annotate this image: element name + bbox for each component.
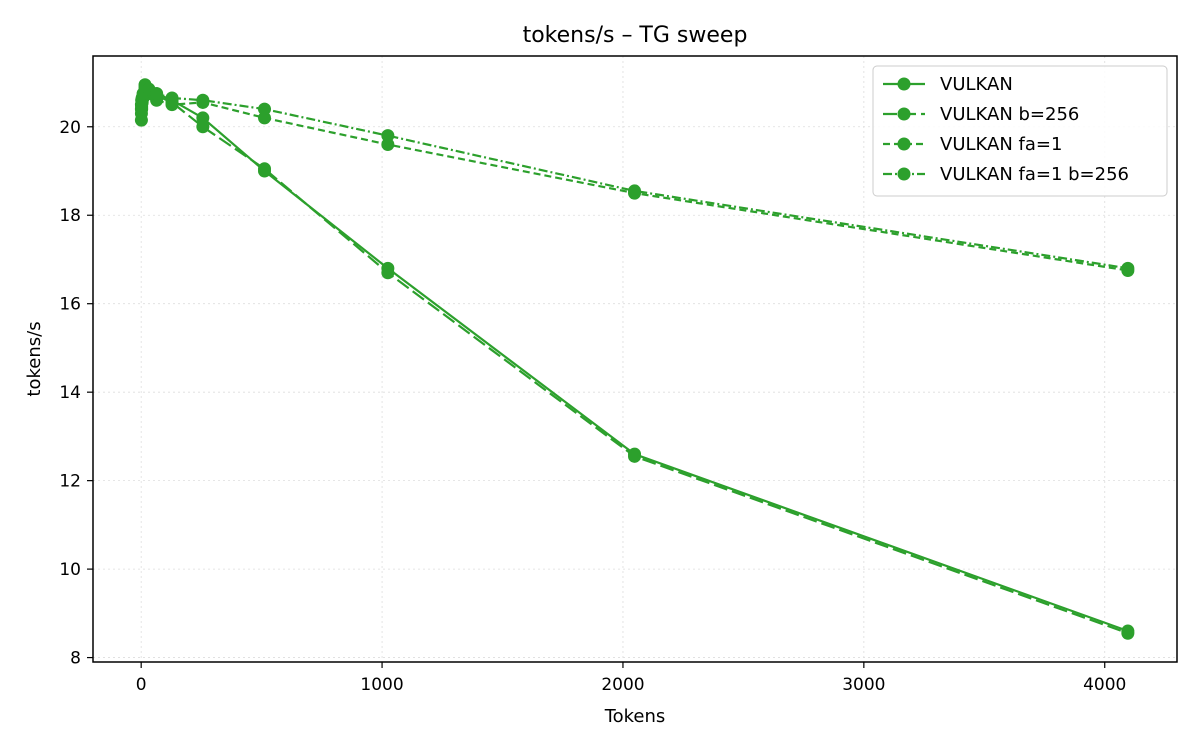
y-tick-label: 10: [59, 560, 81, 580]
series-4: [134, 78, 1135, 275]
legend-label: VULKAN: [940, 74, 1013, 95]
y-tick-label: 8: [70, 649, 81, 669]
data-point: [196, 93, 210, 107]
legend-marker: [897, 137, 911, 151]
y-tick-label: 20: [59, 118, 81, 138]
y-tick-label: 18: [59, 206, 81, 226]
data-point: [628, 449, 642, 463]
data-point: [258, 162, 272, 176]
x-tick-label: 4000: [1083, 675, 1126, 695]
x-tick-label: 3000: [842, 675, 885, 695]
data-point: [1121, 261, 1135, 275]
data-point: [196, 120, 210, 134]
data-point: [381, 266, 395, 280]
series-layer: [134, 78, 1135, 640]
x-tick-label: 0: [136, 675, 147, 695]
y-axis-label: tokens/s: [24, 321, 45, 396]
legend-item: VULKAN b=256: [883, 104, 1079, 125]
legend-label: VULKAN b=256: [940, 104, 1079, 125]
y-axis: 8 10 12 14 16 18 20: [59, 118, 93, 669]
x-tick-label: 1000: [360, 675, 403, 695]
y-tick-label: 16: [59, 295, 81, 315]
legend-marker: [897, 107, 911, 121]
x-axis: 0 1000 2000 3000 4000: [136, 662, 1126, 695]
grid-lines: [93, 56, 1177, 662]
data-point: [165, 91, 179, 105]
legend-item: VULKAN: [883, 74, 1013, 95]
x-axis-label: Tokens: [604, 706, 666, 727]
legend: VULKAN VULKAN b=256 VULKAN fa=1 VULKAN fa=1…: [872, 65, 1168, 197]
legend-item: VULKAN fa=1 b=256: [883, 164, 1129, 185]
legend-marker: [897, 167, 911, 181]
y-tick-label: 12: [59, 472, 81, 492]
y-tick-label: 14: [59, 383, 81, 403]
legend-item: VULKAN fa=1: [883, 134, 1062, 155]
x-tick-label: 2000: [601, 675, 644, 695]
data-point: [628, 184, 642, 198]
data-point: [381, 129, 395, 143]
legend-label: VULKAN fa=1 b=256: [940, 164, 1129, 185]
legend-label: VULKAN fa=1: [940, 134, 1062, 155]
legend-marker: [897, 77, 911, 91]
chart-title: tokens/s – TG sweep: [523, 23, 748, 48]
data-point: [150, 87, 164, 101]
data-point: [1121, 626, 1135, 640]
legend-box: [872, 65, 1168, 197]
data-point: [258, 102, 272, 116]
plot-area-frame: [92, 55, 1178, 663]
data-point: [134, 113, 148, 127]
